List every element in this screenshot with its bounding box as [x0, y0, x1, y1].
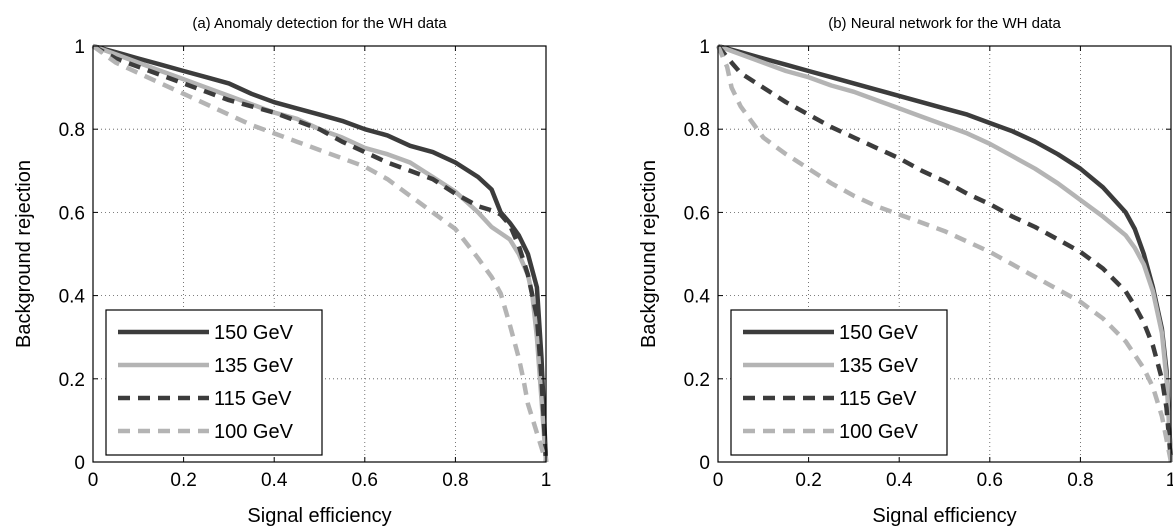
y-tick-label: 0.8 [59, 120, 85, 141]
y-tick-label: 0 [74, 453, 85, 474]
legend-label: 135 GeV [839, 355, 919, 377]
y-tick-label: 0.6 [59, 203, 85, 224]
x-tick-label: 1 [1166, 470, 1173, 491]
legend-label: 100 GeV [214, 421, 294, 443]
x-axis-label: Signal efficiency [872, 505, 1016, 527]
x-tick-label: 1 [541, 470, 552, 491]
legend-label: 135 GeV [214, 355, 294, 377]
plot-frame [717, 45, 1172, 463]
y-tick-label: 0.4 [684, 287, 711, 308]
series-line-150-gev [717, 43, 1173, 463]
series-line-115-gev [91, 44, 549, 463]
legend-label: 150 GeV [214, 322, 294, 344]
panel-anomaly-detection: (a) Anomaly detection for the WH data 0 0.… [13, 15, 551, 527]
plot-frame [92, 45, 547, 463]
y-tick-label: 0.8 [684, 120, 710, 141]
y-axis-label: Background rejection [638, 160, 660, 348]
panel-neural-network: (b) Neural network for the WH data 0 0.2 0.… [638, 15, 1173, 527]
chart-title: (a) Anomaly detection for the WH data [192, 15, 447, 32]
series-line-150-gev [92, 43, 549, 463]
legend: 150 GeV 135 GeV 115 GeV 100 GeV [105, 309, 323, 456]
series-line-100-gev [715, 45, 1173, 463]
y-tick-label: 0.2 [59, 370, 85, 391]
y-tick-label: 0.2 [684, 370, 710, 391]
y-tick-label: 0 [699, 453, 710, 474]
y-axis-label: Background rejection [13, 160, 35, 348]
x-tick-label: 0.6 [977, 470, 1003, 491]
series-line-100-gev [91, 44, 549, 463]
x-tick-label: 0.8 [1067, 470, 1093, 491]
legend-label: 150 GeV [839, 322, 919, 344]
y-tick-label: 1 [699, 37, 710, 58]
y-tick-label: 1 [74, 37, 85, 58]
chart-title: (b) Neural network for the WH data [828, 15, 1061, 32]
x-tick-label: 0.4 [886, 470, 913, 491]
x-tick-label: 0 [713, 470, 724, 491]
series-line-115-gev [716, 44, 1173, 463]
legend-label: 115 GeV [839, 388, 917, 410]
y-tick-label: 0.6 [684, 203, 710, 224]
series-line-135-gev [717, 43, 1173, 463]
x-tick-label: 0.2 [795, 470, 821, 491]
x-tick-label: 0.2 [170, 470, 196, 491]
legend: 150 GeV 135 GeV 115 GeV 100 GeV [730, 309, 948, 456]
legend-label: 100 GeV [839, 421, 919, 443]
y-tick-label: 0.4 [59, 287, 86, 308]
x-tick-label: 0.6 [352, 470, 378, 491]
x-tick-label: 0.4 [261, 470, 288, 491]
x-tick-label: 0 [88, 470, 99, 491]
x-tick-label: 0.8 [442, 470, 468, 491]
x-axis-label: Signal efficiency [247, 505, 391, 527]
legend-label: 115 GeV [214, 388, 292, 410]
